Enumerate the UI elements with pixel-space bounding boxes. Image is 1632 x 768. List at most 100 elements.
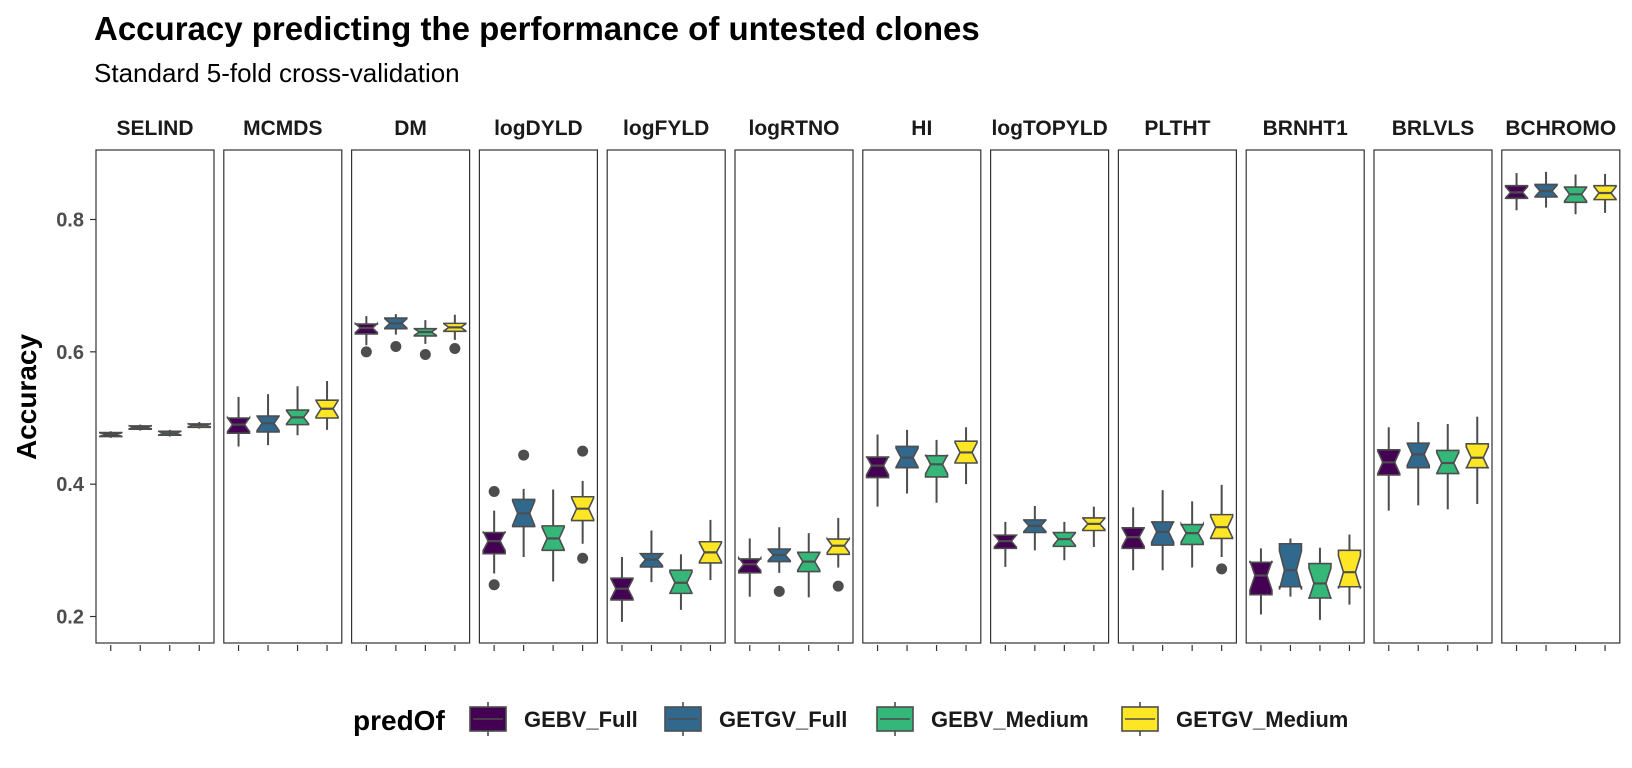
box-GEBV_Medium <box>1308 547 1332 620</box>
box-GETGV_Full <box>767 527 792 597</box>
facet-strip-label: PLTHT <box>1144 117 1210 140</box>
box-body <box>1150 521 1175 546</box>
facet-panel: BRNHT1 <box>1245 117 1365 651</box>
panel-border <box>1117 149 1238 644</box>
outlier-point <box>360 346 372 358</box>
facet-panel: PLTHT <box>1117 117 1238 651</box>
box-body <box>482 531 506 555</box>
box-GEBV_Medium <box>285 386 310 436</box>
facet-plot-area <box>865 427 978 507</box>
box-body <box>1278 542 1303 590</box>
facet-strip-label: SELIND <box>116 117 193 140</box>
box-GETGV_Medium <box>443 314 467 355</box>
facet-plot-area <box>737 517 851 598</box>
outlier-point <box>419 348 431 360</box>
facet-plot-area <box>1504 171 1617 215</box>
panel-border <box>1501 149 1621 644</box>
outlier-point <box>577 552 589 564</box>
facet-plot-area <box>1249 534 1362 620</box>
box-GETGV_Full <box>1150 490 1175 571</box>
facet-strip-label: logFYLD <box>623 117 709 140</box>
box-body <box>737 555 762 574</box>
facet-plot-area <box>98 421 212 438</box>
legend-item-GEBV_Full: GEBV_Full <box>469 702 638 736</box>
box-GEBV_Medium <box>669 554 693 610</box>
box-GETGV_Full <box>895 429 919 494</box>
box-GETGV_Medium <box>826 517 851 592</box>
panel-border <box>606 149 726 644</box>
y-tick-label: 0.6 <box>56 342 84 364</box>
panel-border <box>95 149 215 644</box>
box-GETGV_Full <box>638 530 665 583</box>
box-GETGV_Medium <box>1082 506 1106 548</box>
box-GETGV_Medium <box>187 421 212 429</box>
panel-border <box>1373 149 1493 644</box>
facet-plot-area <box>992 506 1106 567</box>
outlier-point <box>518 449 530 461</box>
box-GEBV_Full <box>482 485 506 591</box>
box-GETGV_Full <box>1023 506 1047 551</box>
y-tick-label: 0.4 <box>56 474 85 496</box>
panel-border <box>351 149 471 644</box>
box-GEBV_Medium <box>1052 521 1077 561</box>
facet-strip-label: logDYLD <box>494 117 583 140</box>
legend-title: predOf <box>353 705 445 736</box>
facet-strip-label: logRTNO <box>749 117 840 140</box>
box-GETGV_Medium <box>1209 484 1234 575</box>
box-GETGV_Full <box>1406 421 1431 506</box>
box-GETGV_Medium <box>954 427 978 485</box>
facet-panel: BRLVLS <box>1373 117 1493 651</box>
facet-panel: BCHROMO <box>1501 117 1621 651</box>
box-GEBV_Full <box>865 434 890 507</box>
box-GEBV_Full <box>1504 173 1529 211</box>
y-tick-label: 0.2 <box>56 607 84 629</box>
legend-item-GETGV_Full: GETGV_Full <box>664 702 847 736</box>
facet-plot-area <box>354 314 467 360</box>
panel-border <box>734 149 854 644</box>
facet-strip-label: logTOPYLD <box>991 117 1107 140</box>
box-GETGV_Medium <box>698 519 723 581</box>
outlier-point <box>773 585 785 597</box>
box-GEBV_Full <box>98 431 123 438</box>
box-GETGV_Medium <box>570 445 595 564</box>
panel-border <box>862 149 982 644</box>
facet-strip-label: BRLVLS <box>1392 117 1474 140</box>
outlier-point <box>488 579 500 591</box>
facet-panel: logRTNO <box>734 117 854 651</box>
box-GEBV_Full <box>737 538 762 597</box>
facet-panel: SELIND <box>95 117 215 651</box>
box-body <box>1337 549 1362 589</box>
box-GETGV_Full <box>511 449 536 557</box>
box-GETGV_Full <box>1534 171 1558 208</box>
facet-plot-area <box>482 445 595 591</box>
facet-strip-label: BRNHT1 <box>1263 117 1348 140</box>
box-body <box>1249 560 1273 596</box>
panel-border <box>989 149 1110 644</box>
chart-subtitle: Standard 5-fold cross-validation <box>94 58 460 88</box>
box-GEBV_Full <box>1121 507 1145 571</box>
box-GEBV_Medium <box>413 320 438 360</box>
box-GETGV_Full <box>128 424 153 431</box>
box-GEBV_Medium <box>541 489 565 582</box>
facet-plot-area <box>1121 484 1234 575</box>
box-GETGV_Medium <box>1337 534 1362 605</box>
box-GETGV_Full <box>384 314 408 353</box>
panel-border <box>478 149 598 644</box>
facet-plot-area <box>610 519 723 622</box>
facet-panels: SELIND MCMDS DM logDYLD logFYLD logRTNO HI logT… <box>95 117 1621 651</box>
facet-panel: logTOPYLD <box>989 117 1110 651</box>
legend-item-GEBV_Medium: GEBV_Medium <box>876 702 1089 736</box>
facet-panel: DM <box>351 117 471 651</box>
outlier-point <box>488 485 500 497</box>
facet-strip-label: DM <box>394 117 427 140</box>
box-GEBV_Medium <box>924 439 949 503</box>
outlier-point <box>449 343 461 355</box>
legend-item-GETGV_Medium: GETGV_Medium <box>1121 702 1348 736</box>
box-body <box>1308 562 1332 600</box>
panel-border <box>1245 149 1365 644</box>
box-GEBV_Medium <box>1563 174 1588 215</box>
y-axis-label: Accuracy <box>11 334 42 461</box>
box-GEBV_Medium <box>157 429 182 437</box>
box-body <box>924 454 949 478</box>
